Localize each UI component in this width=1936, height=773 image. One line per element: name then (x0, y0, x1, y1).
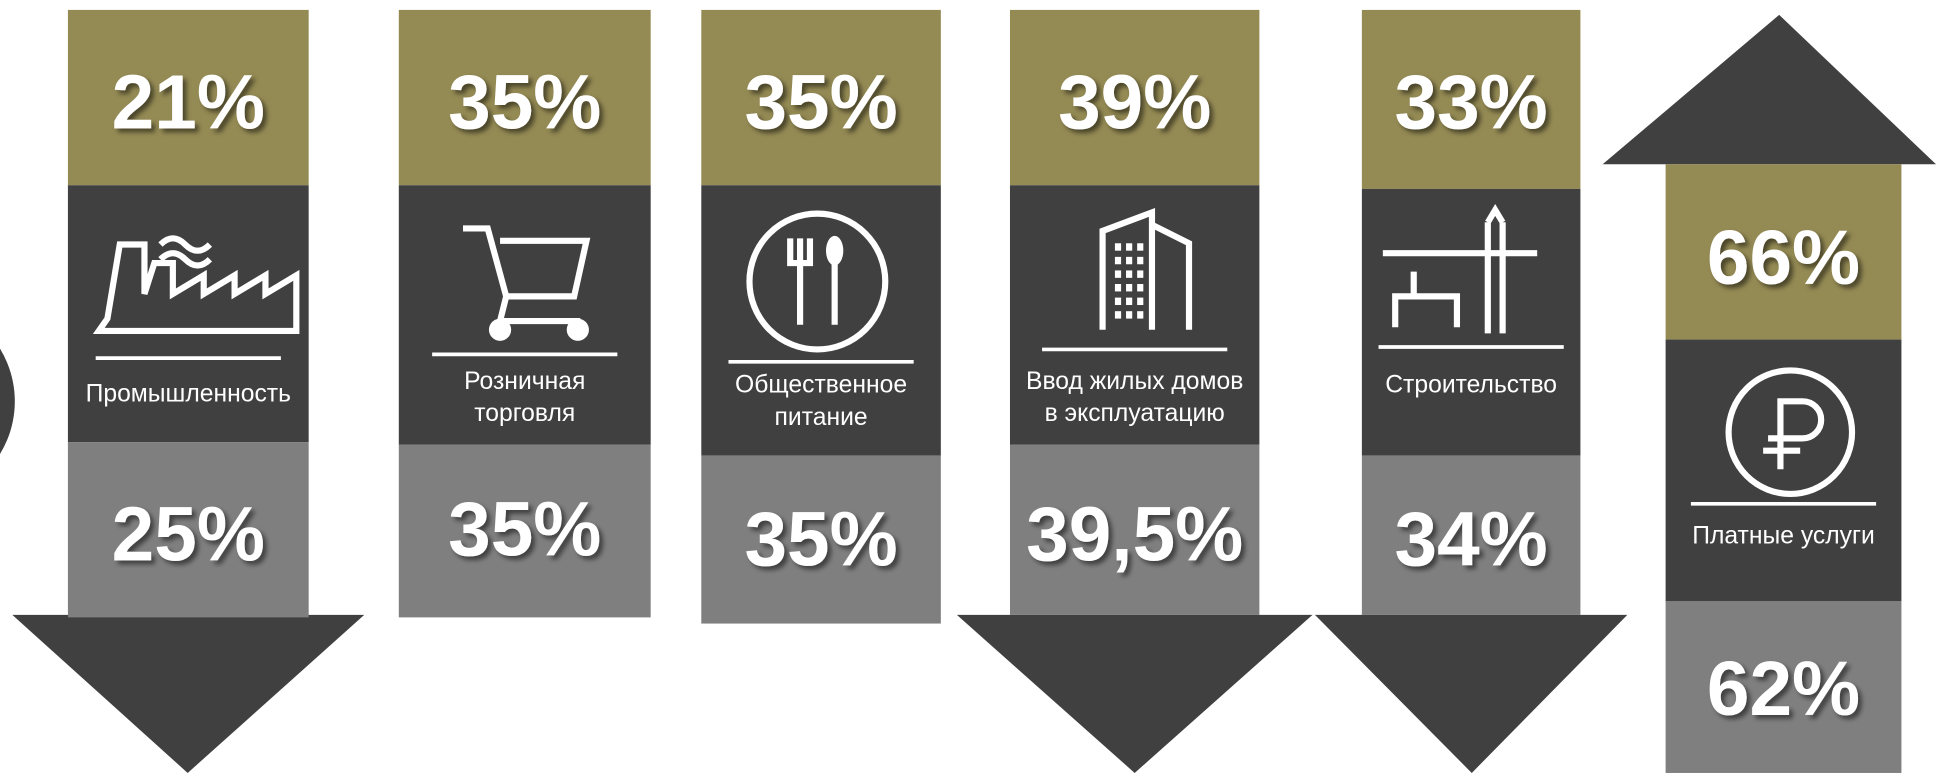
bottom-block (1361, 455, 1581, 615)
label: Розничная (464, 368, 585, 395)
label: торговля (474, 400, 575, 427)
icon (1382, 203, 1538, 334)
bottom-block (398, 444, 651, 618)
bottom-block (1009, 444, 1260, 615)
icon-window (1114, 270, 1122, 278)
icon-coin (1725, 367, 1856, 498)
down-arrow (12, 614, 365, 773)
label-block (701, 185, 941, 456)
icon-wheel (566, 318, 589, 341)
icon-wheel (488, 318, 512, 341)
icon-window (1114, 284, 1122, 292)
label: Строительство (1385, 372, 1557, 399)
bottom-value: 34% (1395, 498, 1548, 583)
icon-plate (746, 210, 889, 353)
bottom-value: 35% (744, 498, 897, 583)
icon (1725, 367, 1856, 498)
up-arrow (1602, 14, 1936, 165)
partial-circle (0, 348, 15, 454)
label: Промышленность (86, 380, 291, 407)
icon-window (1126, 297, 1133, 306)
icon-window (1126, 311, 1133, 319)
down-arrow (956, 614, 1313, 773)
icon-window (1137, 311, 1144, 319)
icon-window (1114, 297, 1122, 306)
top-block (1665, 164, 1902, 340)
icon-fork (787, 238, 814, 325)
label: Ввод жилых домов (1026, 368, 1243, 395)
top-block (701, 9, 941, 186)
label-block (1665, 339, 1902, 602)
label-block (1009, 185, 1260, 445)
bottom-value: 35% (448, 488, 601, 573)
icon-window (1137, 270, 1144, 278)
icon-window (1126, 256, 1133, 265)
icon-houses (1392, 271, 1461, 328)
icon-window (1126, 270, 1133, 278)
label-block (398, 185, 651, 445)
bottom-block (701, 455, 941, 624)
label: Общественное (735, 372, 907, 399)
top-value: 39% (1058, 60, 1211, 145)
icon-window (1126, 284, 1133, 292)
icon-window (1114, 256, 1122, 265)
top-block (67, 9, 309, 186)
icon (463, 225, 591, 341)
top-value: 66% (1707, 216, 1860, 301)
icon-window (1137, 243, 1144, 251)
icon-factory (92, 241, 300, 335)
icon (746, 210, 889, 353)
top-block (1009, 9, 1260, 186)
bottom-value: 25% (112, 493, 265, 578)
top-value: 35% (448, 60, 601, 145)
top-value: 35% (744, 60, 897, 145)
bottom-value: 39,5% (1026, 493, 1243, 578)
bottom-block (67, 442, 309, 618)
icon-crane (1382, 203, 1538, 334)
top-block (1361, 9, 1581, 189)
bottom-value: 62% (1707, 647, 1860, 732)
top-block (398, 9, 651, 186)
top-value: 33% (1395, 60, 1548, 145)
label: Платные услуги (1692, 522, 1875, 549)
label: в эксплуатацию (1045, 400, 1225, 427)
top-value: 21% (112, 60, 265, 145)
icon (1099, 207, 1193, 330)
icon-window (1126, 243, 1133, 251)
icon-ruble (1763, 398, 1825, 470)
icon-spoon (826, 235, 844, 266)
icon-window (1137, 256, 1144, 265)
bottom-block (1665, 601, 1902, 773)
icon-window (1114, 243, 1122, 251)
label: питание (775, 404, 868, 431)
icon-smoke (158, 235, 213, 269)
down-arrow (1314, 614, 1628, 773)
icon-window (1137, 284, 1144, 292)
icon-building (1099, 207, 1193, 330)
icon-window (1137, 297, 1144, 306)
icon (92, 235, 300, 335)
icon-window (1114, 311, 1122, 319)
